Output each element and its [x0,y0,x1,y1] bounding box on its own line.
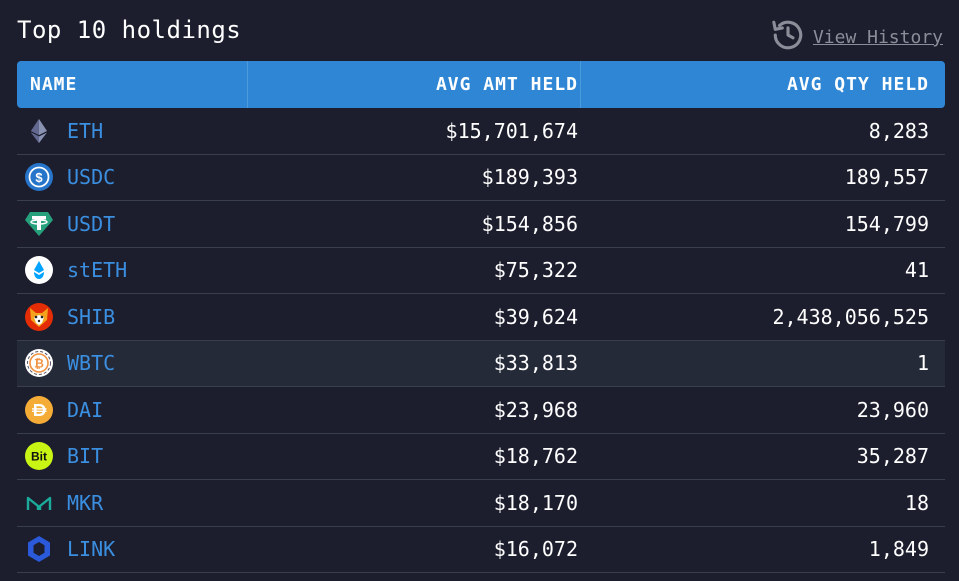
bitdao-icon: Bit [25,442,53,471]
avg-quantity-cell: 2,438,056,525 [772,304,929,329]
asset-cell: LINK [17,527,247,573]
holdings-table: NAME AVG AMT HELD AVG QTY HELD ETH $15,7… [17,61,945,573]
avg-amount-cell: $75,322 [493,258,578,283]
avg-amount-cell: $189,393 [481,165,578,190]
table-row: USDT $154,856 154,799 [17,201,945,248]
asset-link-wbtc[interactable]: WBTC [67,351,116,376]
svg-text:₿: ₿ [34,357,44,371]
asset-link-usdc[interactable]: USDC [67,165,116,190]
history-icon [771,18,805,56]
avg-amount-cell: $39,624 [493,304,578,329]
asset-cell: USDT [17,201,247,247]
usdc-icon: $ [25,163,53,192]
table-row: stETH $75,322 41 [17,248,945,294]
avg-quantity-cell: 1,849 [868,537,929,562]
asset-cell: ₿ WBTC [17,341,247,387]
avg-amount-cell: $15,701,674 [445,118,578,143]
avg-amount-cell: $23,968 [493,397,578,422]
maker-icon [25,489,53,517]
table-row: ETH $15,701,674 8,283 [17,108,945,155]
column-header-name[interactable]: NAME [30,74,78,95]
avg-quantity-cell: 35,287 [856,444,929,469]
asset-link-bit[interactable]: BIT [67,444,104,469]
ethereum-icon [25,117,53,145]
avg-amount-cell: $33,813 [493,351,578,376]
asset-link-link[interactable]: LINK [67,537,116,562]
asset-link-mkr[interactable]: MKR [67,490,104,515]
shiba-icon [25,302,53,331]
dai-icon [25,395,53,424]
avg-quantity-cell: 1 [916,351,929,376]
table-row: MKR $18,170 18 [17,480,945,527]
table-row: ₿ WBTC $33,813 1 [17,340,945,387]
asset-link-usdt[interactable]: USDT [67,211,116,236]
view-history-link[interactable]: View History [771,18,943,56]
asset-cell: $ USDC [17,155,247,201]
svg-text:$: $ [35,170,43,185]
avg-amount-cell: $16,072 [493,537,578,562]
asset-link-steth[interactable]: stETH [67,258,128,283]
svg-text:Bit: Bit [31,450,47,464]
avg-amount-cell: $154,856 [481,211,578,236]
column-header-avg-quantity[interactable]: AVG QTY HELD [580,61,945,108]
avg-quantity-cell: 18 [904,490,929,515]
table-header: NAME AVG AMT HELD AVG QTY HELD [17,61,945,108]
page-title: Top 10 holdings [17,16,242,44]
asset-cell: DAI [17,387,247,433]
avg-quantity-cell: 189,557 [844,165,929,190]
wbtc-icon: ₿ [25,349,53,378]
view-history-label[interactable]: View History [812,26,943,48]
avg-quantity-cell: 41 [904,258,929,283]
asset-cell: SHIB [17,294,247,340]
avg-quantity-cell: 8,283 [868,118,929,143]
table-row: LINK $16,072 1,849 [17,527,945,573]
chainlink-icon [25,535,53,563]
tether-icon [25,210,53,238]
table-row: Bit BIT $18,762 35,287 [17,434,945,480]
avg-quantity-cell: 154,799 [844,211,929,236]
steth-icon [25,256,53,285]
asset-cell: stETH [17,248,247,294]
column-header-avg-amount[interactable]: AVG AMT HELD [247,61,580,108]
avg-quantity-cell: 23,960 [856,397,929,422]
asset-link-dai[interactable]: DAI [67,397,104,422]
table-row: $ USDC $189,393 189,557 [17,155,945,201]
asset-cell: MKR [17,480,247,526]
table-row: SHIB $39,624 2,438,056,525 [17,294,945,341]
avg-amount-cell: $18,762 [493,444,578,469]
table-row: DAI $23,968 23,960 [17,387,945,434]
asset-link-shib[interactable]: SHIB [67,304,116,329]
asset-link-eth[interactable]: ETH [67,118,104,143]
avg-amount-cell: $18,170 [493,490,578,515]
asset-cell: Bit BIT [17,434,247,480]
asset-cell: ETH [17,108,247,154]
